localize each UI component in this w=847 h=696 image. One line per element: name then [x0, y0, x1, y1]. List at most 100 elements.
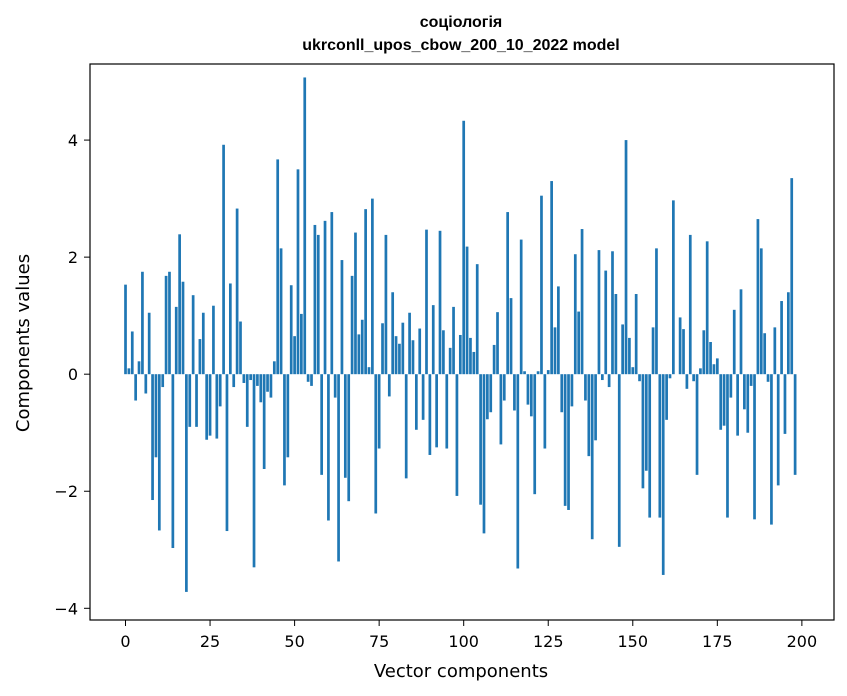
bar — [489, 374, 493, 413]
bar — [360, 319, 364, 375]
bar — [242, 374, 246, 383]
bar — [384, 234, 388, 375]
bar — [249, 374, 252, 381]
bar — [715, 358, 719, 375]
bar — [414, 374, 418, 430]
bar — [367, 367, 371, 375]
bar — [617, 374, 621, 547]
x-tick-label: 0 — [120, 632, 130, 651]
bar — [134, 374, 138, 401]
bar — [286, 374, 290, 458]
bar — [705, 241, 709, 375]
bar — [313, 224, 317, 375]
bar — [465, 246, 469, 375]
bar — [634, 294, 638, 375]
bar — [699, 368, 702, 375]
bar — [790, 178, 794, 375]
bar — [252, 374, 256, 568]
bar — [553, 327, 557, 375]
bar — [462, 120, 466, 375]
bar — [513, 374, 516, 411]
bar — [729, 374, 733, 398]
bar — [452, 306, 455, 375]
bar — [154, 374, 158, 458]
bar — [283, 374, 286, 486]
bar — [560, 374, 564, 413]
bar — [766, 374, 770, 382]
bar — [181, 281, 185, 375]
bar — [607, 374, 611, 388]
bar — [296, 169, 300, 375]
bar — [333, 374, 337, 398]
bar — [661, 374, 665, 575]
bar — [526, 374, 530, 405]
bar — [320, 374, 324, 475]
bar — [655, 248, 658, 375]
bar — [425, 229, 428, 375]
bar — [594, 374, 597, 441]
bar — [337, 374, 340, 562]
y-tick-label: 4 — [68, 131, 78, 150]
bar — [354, 232, 357, 375]
bar — [269, 374, 273, 398]
bar — [584, 374, 587, 401]
bar — [401, 322, 405, 375]
bar — [702, 330, 706, 375]
bar — [587, 374, 591, 457]
bar — [374, 374, 378, 514]
bar — [546, 370, 550, 375]
bar — [404, 374, 408, 479]
bar — [458, 334, 462, 375]
plot-frame — [89, 63, 835, 621]
bar — [164, 275, 168, 375]
bar — [475, 264, 479, 375]
bar — [516, 374, 520, 569]
bar — [519, 239, 523, 375]
bar — [577, 311, 581, 375]
bar — [469, 337, 472, 375]
bar — [749, 374, 753, 386]
bar — [289, 285, 293, 375]
bar — [743, 374, 746, 410]
bar — [259, 374, 263, 403]
chart-subtitle: ukrconll_upos_cbow_200_10_2022 model — [302, 37, 619, 54]
bar — [604, 270, 608, 375]
bar — [442, 330, 445, 375]
bar — [786, 292, 790, 375]
bar — [350, 275, 354, 375]
bar — [316, 234, 320, 375]
bar — [188, 374, 192, 427]
bar — [185, 374, 188, 592]
bar — [668, 374, 672, 379]
bar — [597, 250, 601, 375]
bar — [343, 374, 347, 478]
bar — [306, 374, 310, 382]
bar — [279, 248, 283, 375]
bar — [205, 374, 209, 440]
bar — [228, 283, 232, 375]
bar — [739, 289, 743, 375]
bar — [130, 331, 134, 375]
bar — [492, 344, 496, 375]
bar — [580, 229, 584, 375]
bar — [472, 351, 476, 375]
bar — [411, 340, 415, 375]
bar — [759, 248, 763, 375]
bar — [763, 333, 767, 375]
bar — [391, 292, 395, 375]
bar — [340, 260, 344, 375]
bar — [428, 374, 432, 455]
bar — [201, 312, 205, 375]
bar — [262, 374, 266, 469]
bar — [506, 212, 510, 375]
bar — [641, 374, 645, 489]
bar — [161, 374, 165, 388]
bar — [685, 374, 689, 389]
y-tick-label: −2 — [54, 482, 78, 501]
bar — [682, 329, 685, 375]
bar — [533, 374, 537, 495]
bar — [695, 374, 699, 475]
y-tick-label: 2 — [68, 248, 78, 267]
bar — [776, 374, 780, 486]
